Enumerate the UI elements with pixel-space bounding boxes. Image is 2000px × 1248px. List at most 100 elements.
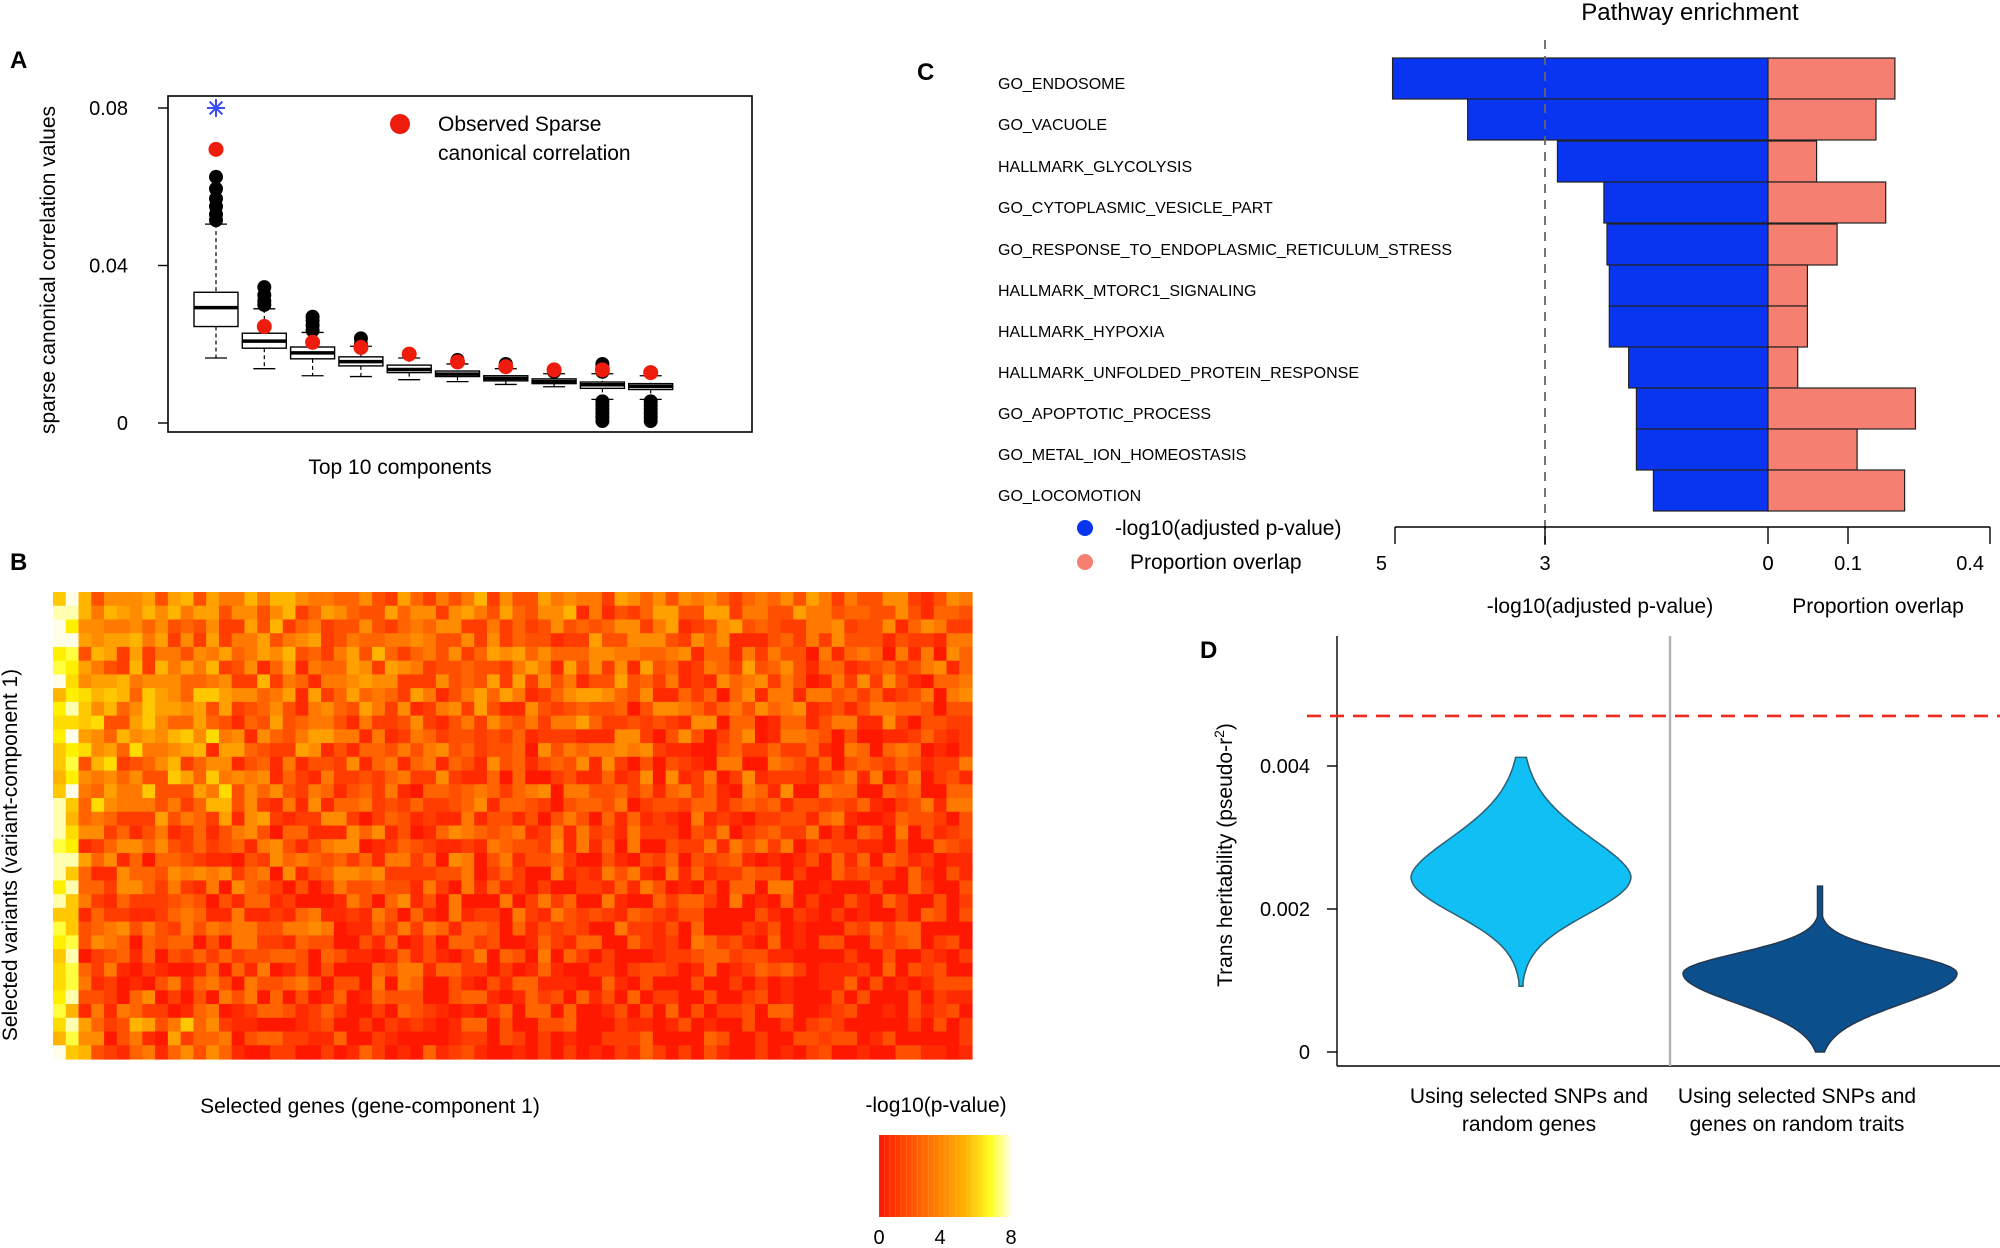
heatmap-cell (499, 701, 514, 717)
heatmap-cell (423, 715, 437, 730)
heatmap-cell (869, 756, 884, 772)
heatmap-cell (499, 894, 514, 909)
heatmap-cell (129, 880, 143, 895)
heatmap-cell (244, 660, 258, 676)
heatmap-cell (257, 619, 271, 634)
heatmap-cell (538, 688, 552, 703)
heatmap-cell (486, 688, 501, 703)
heatmap-cell (933, 894, 948, 909)
heatmap-cell (142, 633, 156, 648)
heatmap-cell (691, 756, 705, 772)
heatmap-cell (831, 839, 845, 854)
heatmap-cell (104, 811, 118, 827)
heatmap-cell (167, 784, 182, 799)
panel-b-colorbar-title: -log10(p-value) (865, 1094, 1006, 1117)
heatmap-cell (269, 605, 284, 621)
heatmap-cell (448, 646, 463, 662)
panel-a-outlier (209, 181, 223, 196)
heatmap-cell (129, 660, 143, 676)
heatmap-cell (589, 839, 603, 854)
panel-d-group2-label-line1: Using selected SNPs and (1678, 1085, 1916, 1108)
heatmap-cell (193, 701, 207, 717)
heatmap-cell (806, 880, 820, 895)
heatmap-cell (244, 990, 258, 1005)
heatmap-cell (372, 743, 386, 758)
heatmap-cell (920, 770, 935, 785)
heatmap-cell (882, 990, 897, 1005)
heatmap-cell (65, 935, 80, 950)
heatmap-cell (206, 1017, 220, 1033)
heatmap-cell (231, 674, 246, 689)
heatmap-cell (933, 839, 948, 854)
heatmap-cell (384, 976, 399, 991)
heatmap-cell (920, 907, 935, 923)
heatmap-cell (206, 743, 220, 758)
heatmap-cell (269, 1031, 284, 1046)
heatmap-cell (372, 1004, 386, 1019)
heatmap-cell (652, 743, 667, 758)
heatmap-cell (831, 1045, 845, 1060)
heatmap-cell (652, 921, 667, 936)
heatmap-cell (269, 715, 284, 730)
heatmap-cell (742, 701, 756, 717)
heatmap-cell (793, 811, 807, 827)
heatmap-cell (78, 921, 92, 936)
heatmap-cell (397, 633, 411, 648)
heatmap-cell (729, 935, 743, 950)
heatmap-cell (793, 866, 807, 882)
heatmap-cell (857, 907, 871, 923)
heatmap-cell (908, 605, 922, 621)
heatmap-cell (869, 605, 884, 621)
heatmap-cell (652, 605, 667, 621)
heatmap-cell (908, 784, 922, 799)
heatmap-cell (844, 701, 858, 717)
heatmap-cell (959, 715, 973, 730)
heatmap-cell (206, 660, 220, 676)
heatmap-cell (423, 633, 437, 648)
heatmap-cell (742, 1031, 756, 1046)
heatmap-cell (346, 715, 360, 730)
heatmap-cell (372, 852, 386, 868)
heatmap-cell (384, 866, 399, 882)
heatmap-cell (550, 990, 565, 1005)
heatmap-cell (780, 921, 794, 936)
heatmap-cell (780, 729, 794, 744)
heatmap-cell (142, 756, 156, 772)
heatmap-cell (844, 1004, 858, 1019)
heatmap-cell (65, 1017, 80, 1033)
heatmap-cell (499, 907, 514, 923)
heatmap-cell (346, 743, 360, 758)
heatmap-cell (397, 852, 411, 868)
heatmap-cell (167, 839, 182, 854)
heatmap-cell (767, 976, 782, 991)
panel-c-category-label: GO_APOPTOTIC_PROCESS (998, 406, 1211, 423)
heatmap-cell (142, 1017, 156, 1033)
heatmap-cell (423, 839, 437, 854)
heatmap-cell (486, 1045, 501, 1060)
heatmap-cell (91, 839, 105, 854)
panel-b-colorbar-tick-0: 0 (873, 1227, 884, 1248)
heatmap-cell (589, 646, 603, 662)
heatmap-cell (435, 729, 450, 744)
heatmap-cell (359, 907, 373, 923)
heatmap-cell (665, 592, 680, 607)
panel-a-box-component-5 (386, 346, 432, 381)
heatmap-cell (397, 688, 411, 703)
heatmap-cell (435, 701, 450, 717)
heatmap-cell (244, 935, 258, 950)
heatmap-cell (499, 921, 514, 936)
heatmap-cell (576, 674, 590, 689)
heatmap-cell (640, 784, 654, 799)
heatmap-cell (486, 907, 501, 923)
heatmap-cell (678, 1017, 692, 1033)
heatmap-cell (601, 674, 616, 689)
heatmap-cell (806, 784, 820, 799)
heatmap-cell (920, 688, 935, 703)
panel-a: A 00.040.08 sparse canonical correlation… (10, 47, 753, 479)
heatmap-cell (818, 811, 833, 827)
heatmap-cell (831, 1017, 845, 1033)
heatmap-cell (703, 811, 718, 827)
heatmap-cell (525, 990, 539, 1005)
heatmap-cell (474, 1045, 488, 1060)
heatmap-cell (716, 605, 731, 621)
